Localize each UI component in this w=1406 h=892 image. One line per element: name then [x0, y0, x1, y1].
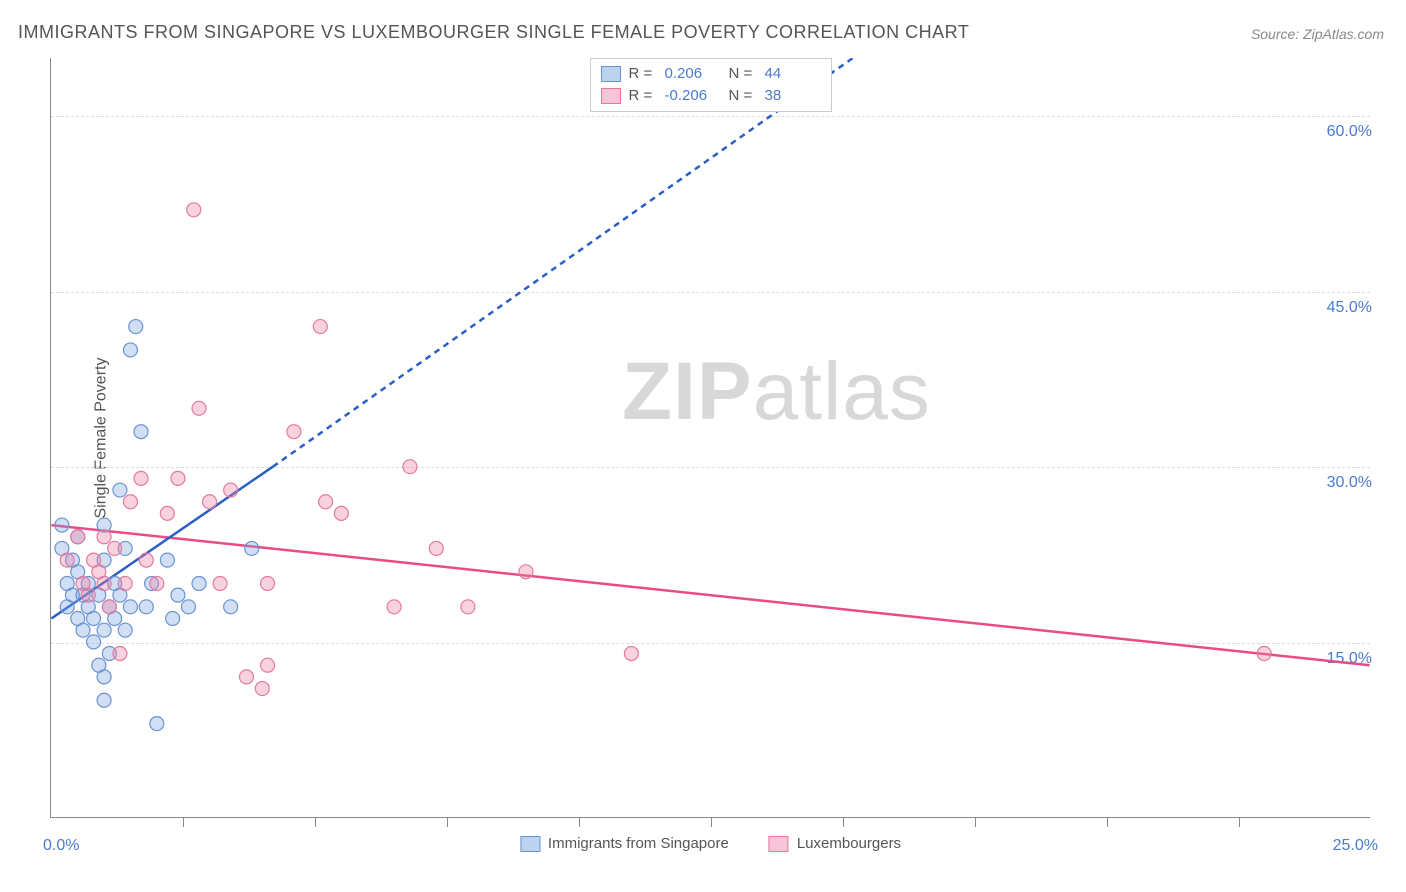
data-point-singapore — [55, 518, 69, 532]
r-value-luxembourg: -0.206 — [665, 85, 721, 107]
data-point-singapore — [129, 320, 143, 334]
data-point-luxembourg — [313, 320, 327, 334]
data-point-luxembourg — [1257, 647, 1271, 661]
swatch-singapore-bottom — [520, 836, 540, 852]
data-point-singapore — [150, 717, 164, 731]
data-point-singapore — [113, 483, 127, 497]
x-axis-max-label: 25.0% — [1333, 837, 1378, 855]
data-point-luxembourg — [134, 471, 148, 485]
data-point-singapore — [181, 600, 195, 614]
x-tick — [1107, 817, 1108, 827]
swatch-luxembourg-bottom — [769, 836, 789, 852]
source-label: Source: — [1251, 26, 1299, 42]
data-point-singapore — [123, 343, 137, 357]
data-point-singapore — [123, 600, 137, 614]
data-point-singapore — [192, 576, 206, 590]
data-point-luxembourg — [81, 588, 95, 602]
data-point-singapore — [139, 600, 153, 614]
swatch-singapore — [601, 66, 621, 82]
source-value: ZipAtlas.com — [1303, 26, 1384, 42]
x-tick — [183, 817, 184, 827]
regression-line — [273, 58, 853, 467]
x-tick — [579, 817, 580, 827]
legend-row-singapore: R = 0.206 N = 44 — [601, 63, 821, 85]
correlation-legend: R = 0.206 N = 44 R = -0.206 N = 38 — [590, 58, 832, 112]
data-point-luxembourg — [261, 576, 275, 590]
x-tick — [447, 817, 448, 827]
data-point-luxembourg — [319, 495, 333, 509]
data-point-luxembourg — [123, 495, 137, 509]
data-point-singapore — [171, 588, 185, 602]
data-point-singapore — [166, 612, 180, 626]
data-point-luxembourg — [97, 530, 111, 544]
r-label: R = — [629, 85, 657, 107]
data-point-singapore — [160, 553, 174, 567]
source-attribution: Source: ZipAtlas.com — [1251, 26, 1384, 42]
swatch-luxembourg — [601, 88, 621, 104]
data-point-luxembourg — [624, 647, 638, 661]
data-point-luxembourg — [429, 541, 443, 555]
x-tick — [975, 817, 976, 827]
data-point-luxembourg — [71, 530, 85, 544]
data-point-luxembourg — [139, 553, 153, 567]
data-point-luxembourg — [387, 600, 401, 614]
data-point-luxembourg — [203, 495, 217, 509]
data-point-luxembourg — [255, 682, 269, 696]
x-axis-min-label: 0.0% — [43, 837, 79, 855]
data-point-luxembourg — [150, 576, 164, 590]
data-point-singapore — [76, 623, 90, 637]
n-value-singapore: 44 — [765, 63, 821, 85]
x-tick — [1239, 817, 1240, 827]
chart-title: IMMIGRANTS FROM SINGAPORE VS LUXEMBOURGE… — [18, 22, 969, 43]
data-point-luxembourg — [287, 425, 301, 439]
chart-plot-area: ZIPatlas Single Female Poverty 15.0%30.0… — [50, 58, 1370, 818]
data-point-singapore — [87, 612, 101, 626]
data-point-singapore — [97, 623, 111, 637]
n-label: N = — [729, 85, 757, 107]
data-point-singapore — [245, 541, 259, 555]
legend-item-luxembourg: Luxembourgers — [769, 835, 901, 852]
data-point-luxembourg — [97, 576, 111, 590]
x-tick — [711, 817, 712, 827]
r-label: R = — [629, 63, 657, 85]
data-point-luxembourg — [213, 576, 227, 590]
data-point-singapore — [118, 623, 132, 637]
data-point-luxembourg — [118, 576, 132, 590]
data-point-luxembourg — [60, 553, 74, 567]
x-tick — [315, 817, 316, 827]
data-point-luxembourg — [334, 506, 348, 520]
data-point-luxembourg — [461, 600, 475, 614]
data-point-luxembourg — [187, 203, 201, 217]
data-point-singapore — [87, 635, 101, 649]
legend-label-singapore: Immigrants from Singapore — [548, 835, 729, 852]
data-point-luxembourg — [239, 670, 253, 684]
n-value-luxembourg: 38 — [765, 85, 821, 107]
data-point-luxembourg — [403, 460, 417, 474]
data-point-singapore — [224, 600, 238, 614]
data-point-luxembourg — [160, 506, 174, 520]
data-point-luxembourg — [519, 565, 533, 579]
data-point-singapore — [97, 670, 111, 684]
data-point-singapore — [97, 693, 111, 707]
legend-row-luxembourg: R = -0.206 N = 38 — [601, 85, 821, 107]
data-point-luxembourg — [192, 401, 206, 415]
r-value-singapore: 0.206 — [665, 63, 721, 85]
data-point-luxembourg — [102, 600, 116, 614]
legend-label-luxembourg: Luxembourgers — [797, 835, 901, 852]
data-point-singapore — [134, 425, 148, 439]
data-point-luxembourg — [108, 541, 122, 555]
x-tick — [843, 817, 844, 827]
data-point-luxembourg — [224, 483, 238, 497]
n-label: N = — [729, 63, 757, 85]
legend-item-singapore: Immigrants from Singapore — [520, 835, 729, 852]
data-point-luxembourg — [113, 647, 127, 661]
series-legend: Immigrants from Singapore Luxembourgers — [520, 835, 901, 852]
data-point-luxembourg — [171, 471, 185, 485]
data-point-luxembourg — [261, 658, 275, 672]
scatter-plot-svg — [51, 58, 1370, 817]
